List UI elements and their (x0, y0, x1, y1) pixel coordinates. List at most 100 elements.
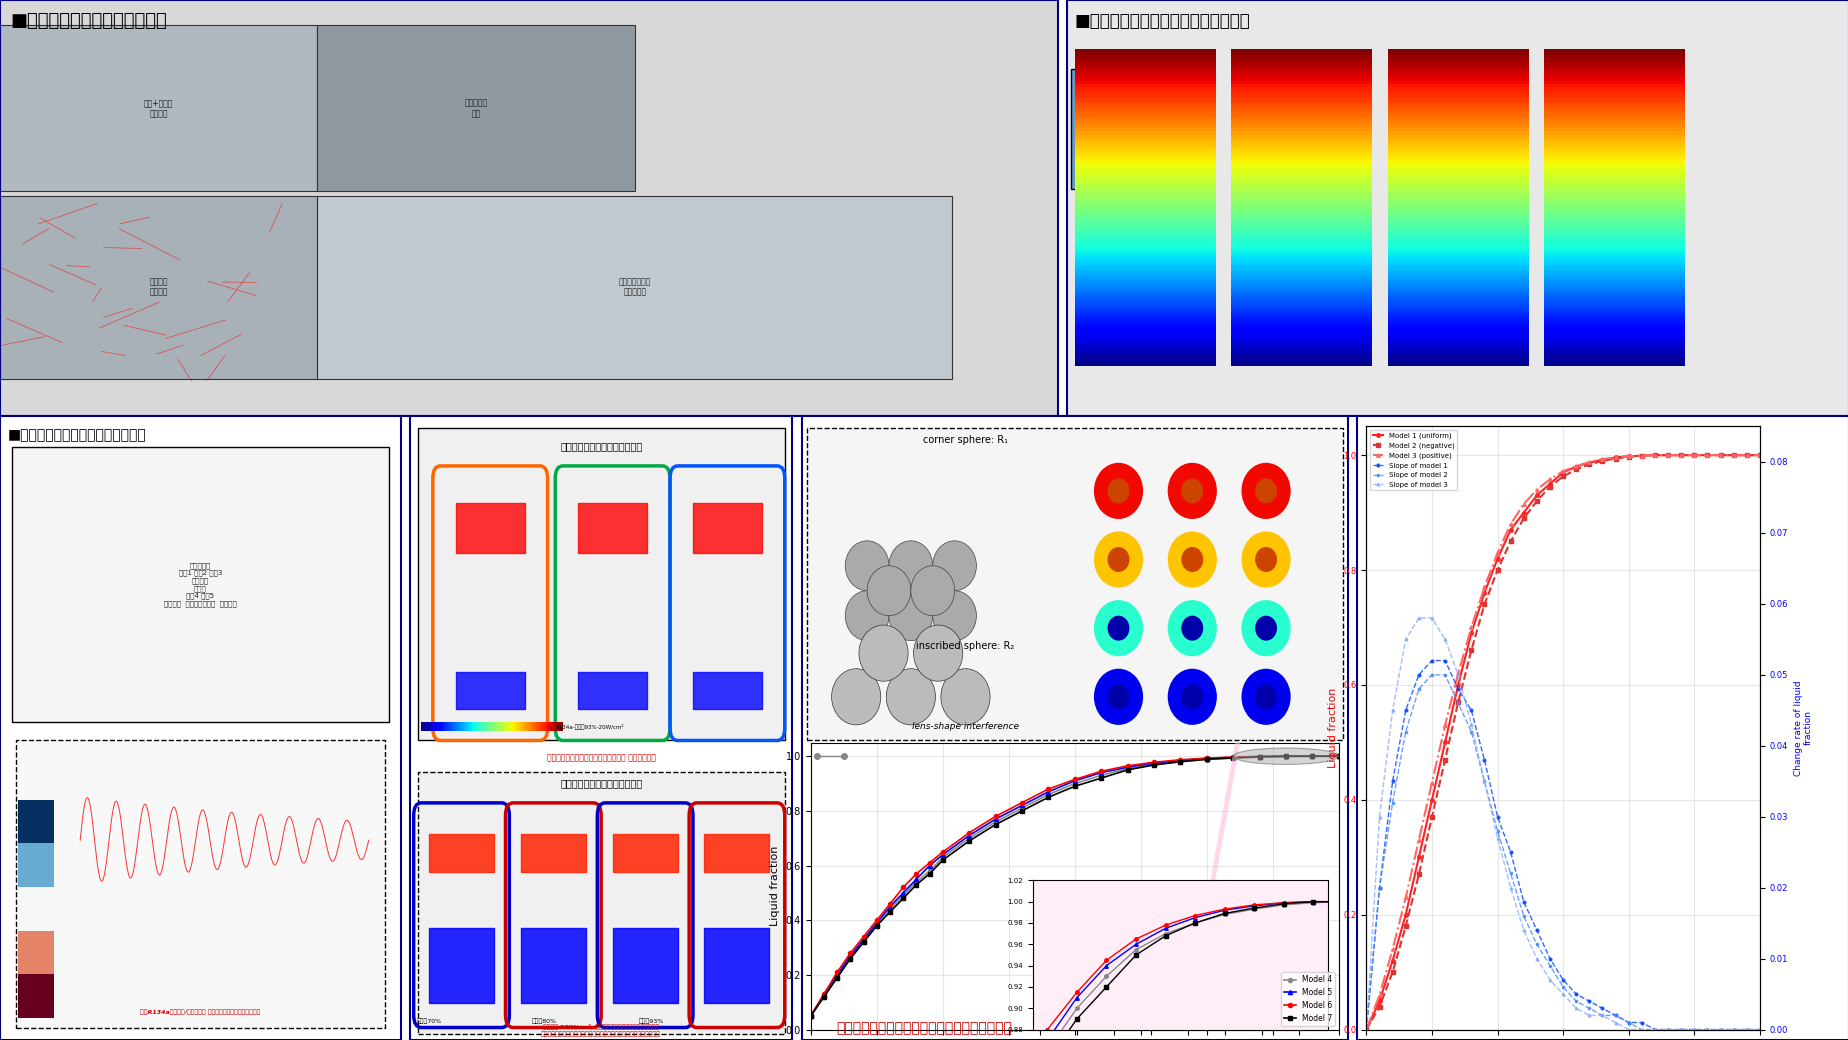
Model 3 (positive) (1355, 1023, 1377, 1036)
Circle shape (1107, 616, 1129, 641)
Model 7 (1090, 772, 1112, 784)
Text: 热压转换强化传热器件数值研究: 热压转换强化传热器件数值研究 (560, 441, 641, 451)
Model 1 (uniform) (1656, 449, 1678, 462)
Circle shape (845, 541, 889, 591)
Slope of model 2 (1419, 669, 1441, 681)
Slope of model 3 (1748, 1023, 1770, 1036)
Circle shape (941, 669, 989, 725)
Model 3 (positive) (1538, 473, 1560, 486)
Slope of model 2 (1499, 867, 1521, 880)
Model 5 (906, 873, 928, 885)
Model 2 (negative) (1617, 450, 1639, 463)
Model 5 (826, 968, 848, 981)
Model 5 (957, 829, 979, 841)
Circle shape (859, 625, 907, 681)
Model 6 (1090, 765, 1112, 778)
Slope of model 2 (1735, 1023, 1757, 1036)
Y-axis label: Liquid fraction: Liquid fraction (771, 846, 780, 927)
Model 6 (1196, 752, 1218, 764)
Line: Model 1 (uniform): Model 1 (uniform) (1364, 453, 1761, 1032)
Model 5 (931, 849, 954, 861)
Slope of model 1 (1486, 810, 1508, 823)
Model 7 (1168, 755, 1190, 768)
Model 4 (891, 889, 913, 902)
Text: 恒温冷水机
热电1 热电2 热电3
数据采集
计算机
热电4 热电5
循环水泵  热压转换实验件  直流电源: 恒温冷水机 热电1 热电2 热电3 数据采集 计算机 热电4 热电5 循环水泵 … (164, 563, 237, 606)
Model 5 (1301, 750, 1323, 762)
Model 3 (positive) (1380, 943, 1403, 956)
Text: 电池+导热垫
实验装置: 电池+导热垫 实验装置 (144, 99, 174, 118)
Slope of model 3 (1380, 704, 1403, 717)
Slope of model 1 (1709, 1023, 1732, 1036)
Model 7 (957, 835, 979, 848)
Model 3 (positive) (1682, 449, 1704, 462)
Circle shape (832, 669, 880, 725)
Model 6 (1168, 754, 1190, 766)
Model 5 (1327, 750, 1349, 762)
Slope of model 2 (1473, 775, 1495, 787)
Model 1 (uniform) (1722, 449, 1745, 462)
Slope of model 1 (1512, 895, 1534, 908)
Model 4 (813, 990, 835, 1003)
Model 2 (negative) (1709, 449, 1732, 462)
Model 7 (852, 936, 874, 948)
Model 2 (negative) (1550, 470, 1573, 483)
Model 4 (1037, 788, 1059, 801)
Model 1 (uniform) (1669, 449, 1691, 462)
Line: Model 4: Model 4 (808, 754, 1340, 1018)
Circle shape (1107, 478, 1129, 503)
Model 3 (positive) (1499, 518, 1521, 530)
Model 3 (positive) (1368, 989, 1390, 1002)
Ellipse shape (1168, 413, 1295, 1040)
Model 1 (uniform) (1643, 449, 1665, 462)
Y-axis label: Change rate of liquid
fraction: Change rate of liquid fraction (1793, 680, 1813, 776)
Slope of model 3 (1578, 1009, 1600, 1021)
Model 4 (957, 832, 979, 844)
Slope of model 3 (1393, 633, 1416, 646)
Model 1 (uniform) (1735, 449, 1757, 462)
Model 1 (uniform) (1748, 449, 1770, 462)
Text: ■热压转换强化传热技术实验及模拟: ■热压转换强化传热技术实验及模拟 (7, 428, 146, 442)
Model 2 (negative) (1406, 868, 1429, 881)
Slope of model 2 (1695, 1023, 1717, 1036)
Model 7 (826, 971, 848, 984)
Circle shape (1240, 463, 1290, 519)
Model 4 (826, 971, 848, 984)
Slope of model 3 (1550, 988, 1573, 1000)
Text: R134a-充液率93%-20W/cm²: R134a-充液率93%-20W/cm² (554, 725, 623, 730)
Text: 充液率93%: 充液率93% (638, 1019, 663, 1024)
Circle shape (1240, 600, 1290, 656)
Model 1 (uniform) (1499, 523, 1521, 536)
Text: inscribed sphere: R₂: inscribed sphere: R₂ (917, 641, 1015, 651)
FancyBboxPatch shape (0, 25, 318, 191)
Slope of model 1 (1669, 1023, 1691, 1036)
Model 3 (positive) (1486, 547, 1508, 560)
Text: 充液率80%: 充液率80% (530, 1019, 556, 1024)
Model 3 (positive) (1748, 449, 1770, 462)
Model 3 (positive) (1630, 449, 1652, 462)
Circle shape (867, 566, 911, 616)
Bar (806, 428, 1342, 740)
Model 4 (918, 865, 941, 878)
Slope of model 1 (1419, 654, 1441, 667)
Slope of model 2 (1525, 938, 1547, 951)
Model 1 (uniform) (1591, 453, 1613, 466)
Slope of model 2 (1434, 669, 1456, 681)
Model 1 (uniform) (1538, 477, 1560, 490)
Model 6 (918, 857, 941, 869)
Model 2 (negative) (1512, 512, 1534, 524)
Circle shape (1181, 547, 1203, 572)
Legend: Model 4, Model 5, Model 6, Model 7: Model 4, Model 5, Model 6, Model 7 (1281, 972, 1334, 1025)
Model 7 (1327, 750, 1349, 762)
Text: 热压转换强化传热器件数值研究: 热压转换强化传热器件数值研究 (560, 778, 641, 788)
FancyBboxPatch shape (18, 843, 54, 887)
Model 5 (918, 859, 941, 872)
Model 7 (1222, 752, 1244, 764)
Slope of model 3 (1486, 832, 1508, 844)
Slope of model 1 (1735, 1023, 1757, 1036)
Slope of model 3 (1617, 1023, 1639, 1036)
Circle shape (889, 591, 931, 641)
Model 4 (1168, 755, 1190, 768)
Model 6 (1063, 773, 1085, 785)
Model 7 (813, 990, 835, 1003)
Model 3 (positive) (1550, 465, 1573, 477)
